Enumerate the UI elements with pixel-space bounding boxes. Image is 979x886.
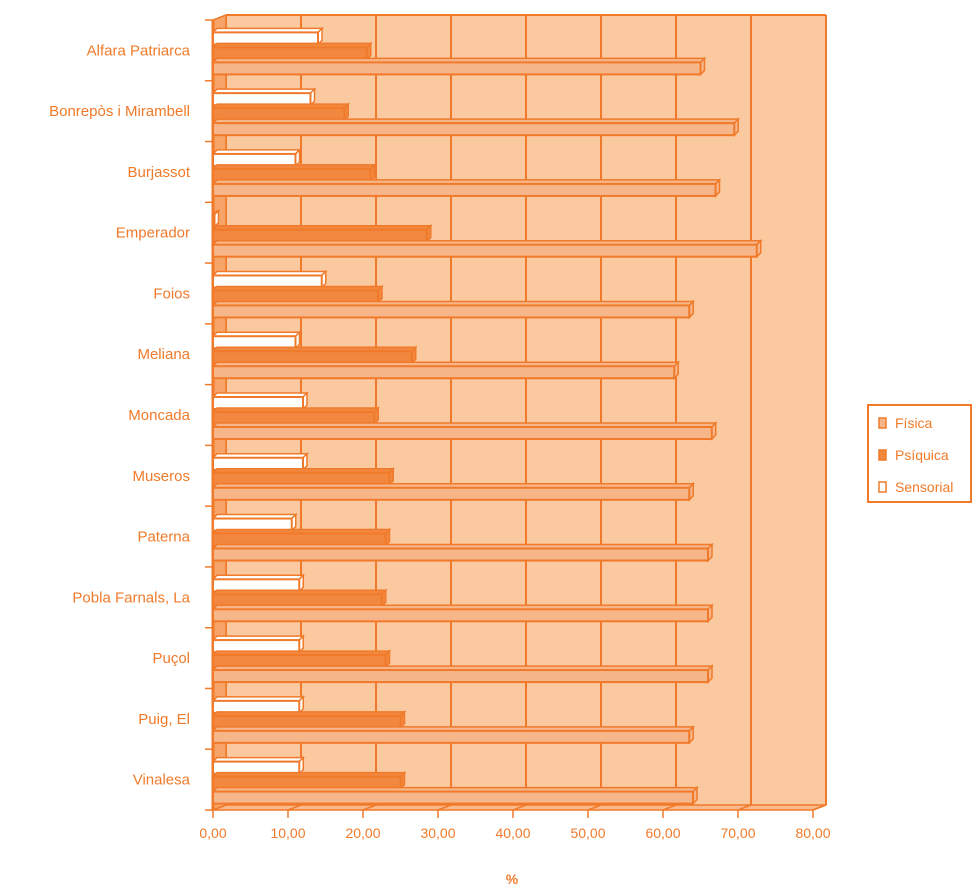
category-label: Puig, El bbox=[138, 711, 190, 728]
legend-swatch-psiquica bbox=[878, 449, 887, 461]
category-label: Alfara Patriarca bbox=[87, 42, 191, 59]
bar-psiquica bbox=[212, 107, 346, 122]
legend-label-sensorial: Sensorial bbox=[895, 479, 953, 495]
bar-sensorial bbox=[212, 92, 312, 107]
bar-fisica bbox=[212, 486, 691, 501]
category-label: Museros bbox=[132, 468, 190, 485]
x-tick-label: 50,00 bbox=[570, 825, 605, 841]
bar-psiquica bbox=[212, 411, 376, 425]
bars-group bbox=[211, 26, 763, 806]
category-label: Bonrepòs i Mirambell bbox=[49, 103, 190, 120]
category-label: Foios bbox=[153, 285, 190, 302]
bar-sensorial bbox=[212, 213, 216, 228]
floor-tick-line bbox=[812, 804, 827, 811]
category-label: Pobla Farnals, La bbox=[72, 589, 190, 606]
bar-sensorial bbox=[212, 335, 297, 350]
bar-fisica bbox=[212, 61, 702, 76]
floor-tick-line bbox=[362, 804, 377, 811]
bar-psiquica bbox=[212, 654, 387, 669]
bar-psiquica bbox=[212, 775, 402, 790]
bar-sensorial bbox=[212, 699, 301, 714]
bar-psiquica bbox=[212, 46, 368, 61]
floor-tick-line bbox=[287, 804, 302, 811]
category-label: Moncada bbox=[128, 407, 190, 424]
legend-swatch-sensorial bbox=[878, 481, 887, 493]
category-label: Vinalesa bbox=[133, 772, 191, 789]
category-labels: Alfara Patriarca Bonrepòs i Mirambell Burj… bbox=[49, 42, 191, 788]
bar-psiquica bbox=[212, 471, 391, 486]
bar-fisica bbox=[212, 547, 709, 562]
category-label: Emperador bbox=[116, 225, 190, 242]
bar-psiquica bbox=[212, 350, 413, 365]
x-tick-label: 70,00 bbox=[720, 825, 755, 841]
floor-tick-line bbox=[512, 804, 527, 811]
x-tick-labels: 0,00 10,00 20,00 30,00 40,00 50,00 60,00 70,00 8… bbox=[199, 825, 830, 841]
bar-psiquica bbox=[212, 714, 402, 729]
floor-tick-line bbox=[737, 804, 752, 811]
bar-sensorial bbox=[212, 274, 323, 289]
bar-psiquica bbox=[212, 167, 372, 182]
bar-sensorial bbox=[212, 152, 297, 167]
floor-tick-line bbox=[437, 804, 452, 811]
legend-label-fisica: Física bbox=[895, 415, 933, 431]
bar-sensorial bbox=[212, 639, 301, 654]
bar-fisica bbox=[212, 243, 758, 258]
bar-fisica bbox=[212, 608, 709, 623]
legend-swatch-fisica bbox=[878, 417, 887, 429]
bar-fisica bbox=[212, 182, 717, 197]
category-label: Burjassot bbox=[127, 164, 190, 181]
bar-fisica bbox=[212, 790, 694, 805]
x-tick-label: 80,00 bbox=[795, 825, 830, 841]
bar-fisica bbox=[212, 729, 691, 744]
bar-psiquica bbox=[212, 289, 379, 304]
bar-fisica bbox=[212, 122, 736, 137]
bar-fisica bbox=[212, 304, 691, 319]
legend-label-psiquica: Psíquica bbox=[895, 447, 949, 463]
x-tick-label: 30,00 bbox=[420, 825, 455, 841]
x-tick-label: 10,00 bbox=[270, 825, 305, 841]
floor-tick-line bbox=[662, 804, 677, 811]
category-label: Puçol bbox=[152, 650, 190, 667]
bar-fisica bbox=[212, 426, 713, 440]
floor-tick-line bbox=[587, 804, 602, 811]
bar-psiquica bbox=[212, 228, 428, 243]
legend: Física Psíquica Sensorial bbox=[867, 404, 972, 503]
bar-sensorial bbox=[212, 456, 304, 471]
bar-fisica bbox=[212, 669, 709, 684]
category-label: Meliana bbox=[137, 346, 190, 363]
x-tick-label: 20,00 bbox=[345, 825, 380, 841]
x-tick-label: 0,00 bbox=[199, 825, 226, 841]
bar-sensorial bbox=[212, 396, 304, 410]
category-label: Paterna bbox=[137, 529, 190, 546]
bar-sensorial bbox=[212, 517, 293, 532]
x-tick-label: 40,00 bbox=[495, 825, 530, 841]
bar-sensorial bbox=[212, 578, 301, 593]
bar-psiquica bbox=[212, 532, 387, 547]
bar-sensorial bbox=[212, 760, 301, 775]
x-axis-title: % bbox=[506, 871, 519, 886]
bar-psiquica bbox=[212, 593, 383, 608]
x-tick-label: 60,00 bbox=[645, 825, 680, 841]
bar-sensorial bbox=[212, 31, 319, 46]
bar-fisica bbox=[212, 365, 676, 380]
